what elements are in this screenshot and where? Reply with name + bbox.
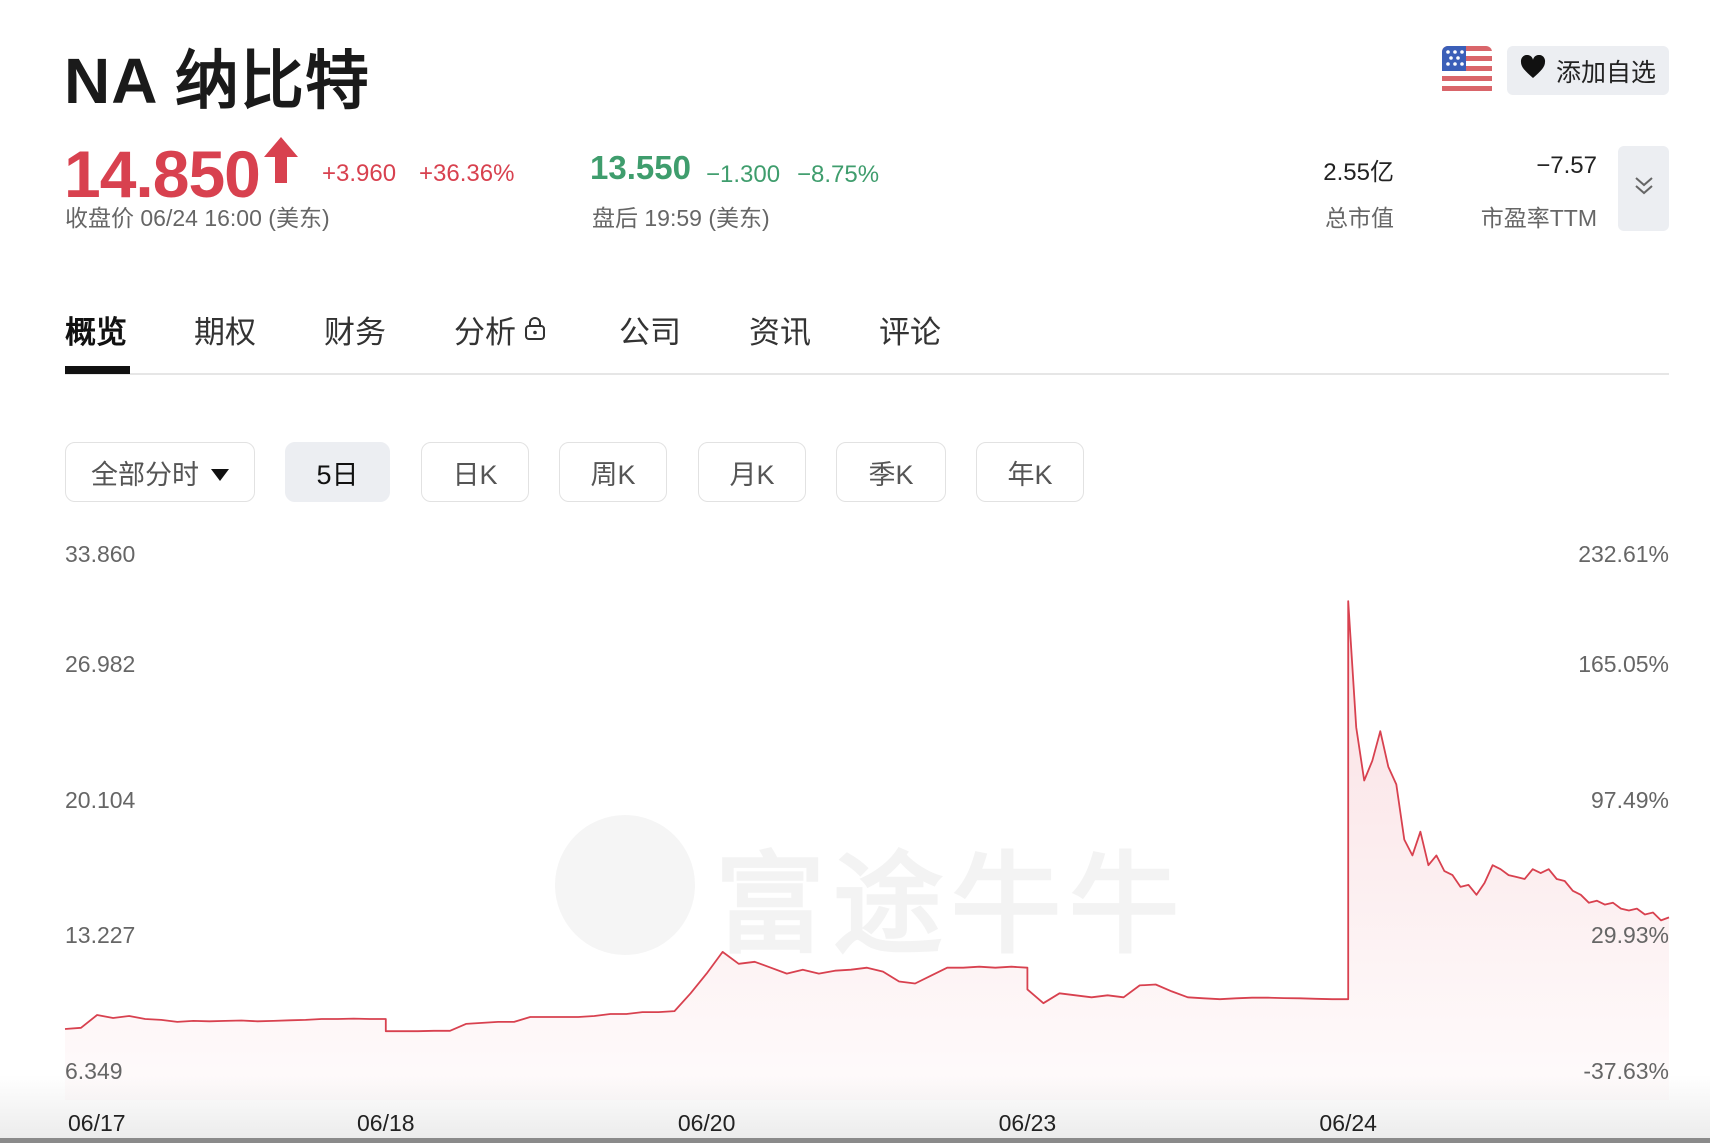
caret-down-icon <box>211 457 229 488</box>
after-hours-price: 13.550 <box>590 149 691 186</box>
period-yearly-k[interactable]: 年K <box>976 442 1084 502</box>
last-price: 14.850 <box>64 122 298 212</box>
arrow-up-icon <box>263 122 298 198</box>
y-pct-tick-label: 232.61% <box>1578 541 1669 567</box>
price-line <box>64 600 1670 1033</box>
y-tick-label: 20.104 <box>65 786 136 813</box>
us-flag-icon <box>1442 46 1492 96</box>
heart-icon <box>1520 54 1546 86</box>
period-label: 全部分时 <box>91 459 199 490</box>
lock-icon <box>524 312 546 348</box>
period-weekly-k[interactable]: 周K <box>559 442 667 502</box>
tab-comments[interactable]: 评论 <box>879 315 941 350</box>
tab-financials[interactable]: 财务 <box>324 315 386 350</box>
price-area-fill <box>65 601 1669 1100</box>
tab-divider <box>65 373 1669 375</box>
y-pct-tick-label: 97.49% <box>1590 786 1669 813</box>
watchlist-label: 添加自选 <box>1555 58 1656 87</box>
double-chevron-down-icon <box>1633 175 1655 202</box>
tab-news[interactable]: 资讯 <box>749 315 811 350</box>
period-monthly-k[interactable]: 月K <box>698 442 806 502</box>
pe-value: −7.57 <box>1536 152 1597 179</box>
x-date-label: 06/17 <box>68 1110 126 1136</box>
after-hours-label: 盘后 19:59 (美东) <box>592 205 770 231</box>
y-tick-label: 13.227 <box>65 922 136 949</box>
x-date-label: 06/23 <box>998 1110 1057 1136</box>
x-date-label: 06/20 <box>677 1110 736 1136</box>
price-value: 14.850 <box>64 137 261 211</box>
tab-overview[interactable]: 概览 <box>65 315 127 350</box>
x-date-label: 06/24 <box>1319 1110 1377 1136</box>
market-cap-value: 2.55亿 <box>1323 159 1394 186</box>
y-tick-label: 6.349 <box>65 1058 123 1084</box>
bottom-border <box>0 1138 1710 1143</box>
tab-analysis[interactable]: 分析 <box>454 307 546 352</box>
after-hours-change-pct: −8.75% <box>797 161 880 188</box>
watermark-logo <box>555 815 695 955</box>
expand-stats-button[interactable] <box>1618 146 1669 231</box>
tab-options[interactable]: 期权 <box>194 315 256 350</box>
after-hours-change: −1.300 <box>706 161 781 188</box>
y-tick-label: 26.982 <box>65 651 136 678</box>
price-change-pct: +36.36% <box>419 160 515 187</box>
tab-analysis-label: 分析 <box>454 315 516 350</box>
period-quarterly-k[interactable]: 季K <box>836 442 946 502</box>
market-cap-label: 总市值 <box>1325 205 1394 231</box>
pe-label: 市盈率TTM <box>1480 205 1597 231</box>
add-to-watchlist-button[interactable]: 添加自选 <box>1507 46 1669 95</box>
period-5day[interactable]: 5日 <box>285 442 390 502</box>
watermark: 富途牛牛 <box>715 844 1187 967</box>
x-date-label: 06/18 <box>357 1110 415 1136</box>
y-pct-tick-label: 165.05% <box>1578 651 1669 678</box>
active-tab-indicator <box>65 366 130 374</box>
stock-title: NA 纳比特 <box>64 45 370 117</box>
period-daily-k[interactable]: 日K <box>421 442 529 502</box>
close-time-label: 收盘价 06/24 16:00 (美东) <box>65 205 330 231</box>
y-pct-tick-label: -37.63% <box>1583 1058 1669 1084</box>
y-pct-tick-label: 29.93% <box>1590 922 1669 949</box>
period-dropdown-intraday[interactable]: 全部分时 <box>65 442 255 502</box>
tab-company[interactable]: 公司 <box>619 315 681 350</box>
price-change: +3.960 <box>322 160 397 187</box>
y-tick-label: 33.860 <box>65 541 136 567</box>
